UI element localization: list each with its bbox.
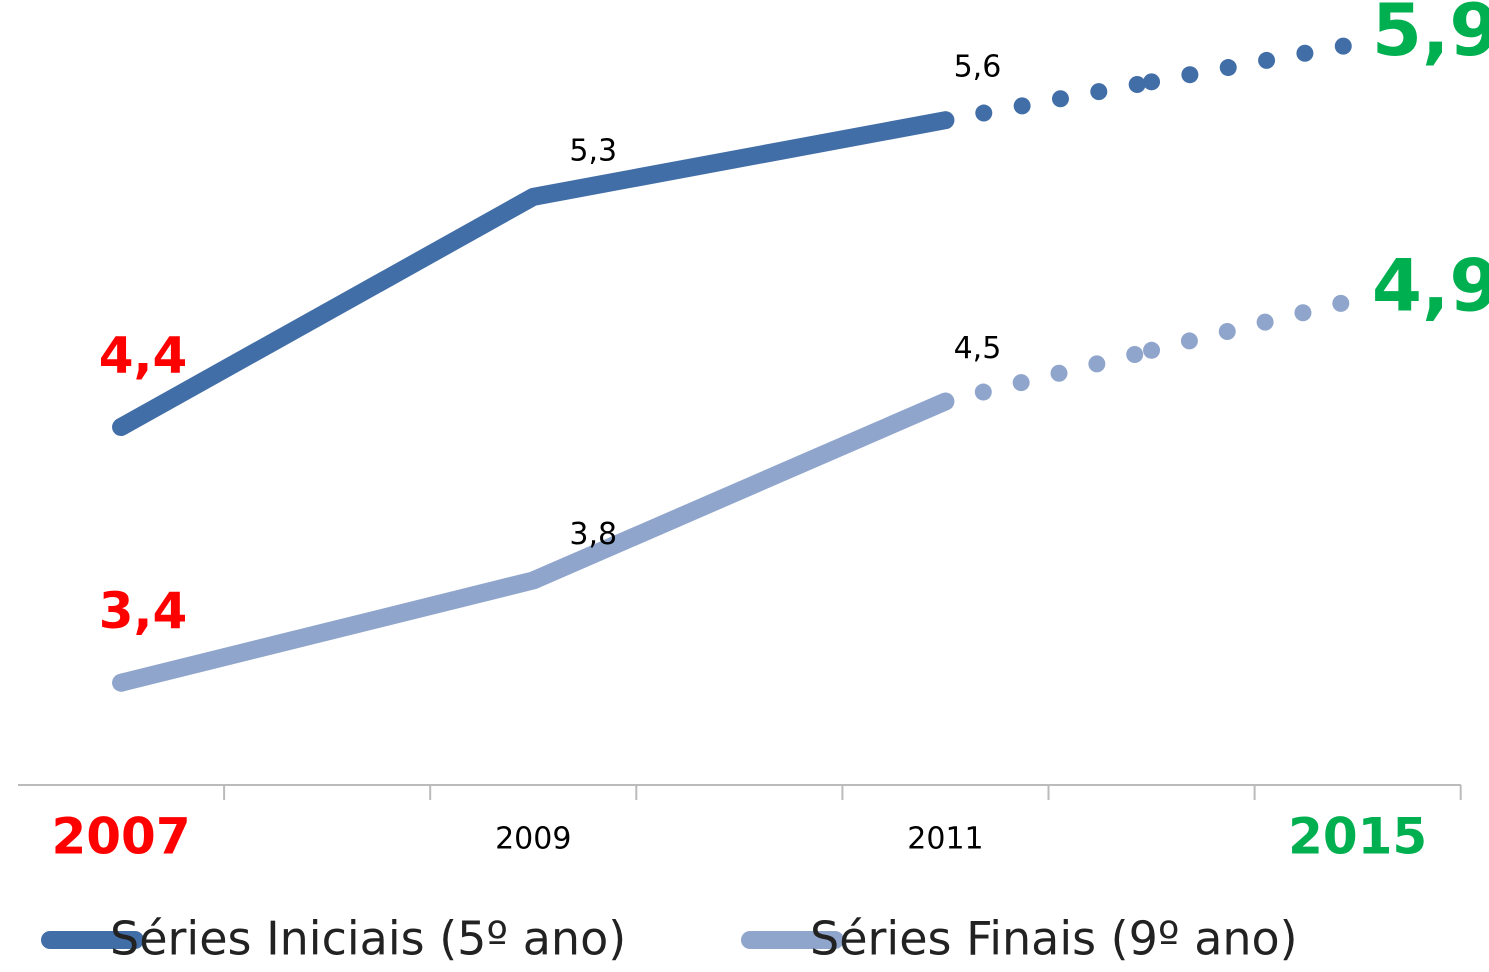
- series-line: [112, 111, 955, 437]
- data-label: 4,5: [954, 331, 1002, 366]
- series-projection: [936, 341, 1161, 410]
- data-label: 5,9: [1372, 0, 1489, 72]
- legend-label: Séries Finais (9º ano): [810, 912, 1298, 966]
- series-projection: [1143, 290, 1367, 359]
- series-projection: [1143, 34, 1367, 91]
- data-label: 3,4: [99, 582, 188, 640]
- series-projection: [936, 73, 1161, 129]
- x-tick-label: 2011: [907, 822, 983, 857]
- data-label: 5,3: [569, 133, 617, 168]
- x-tick-label: 2009: [495, 822, 571, 857]
- data-label: 4,4: [99, 327, 188, 385]
- x-tick-label: 2015: [1288, 808, 1427, 866]
- data-label: 4,9: [1372, 244, 1489, 328]
- series-line: [112, 392, 955, 692]
- x-tick-label: 2007: [51, 808, 190, 866]
- data-label: 3,8: [569, 517, 617, 552]
- legend-label: Séries Iniciais (5º ano): [110, 912, 626, 966]
- data-label: 5,6: [954, 50, 1002, 85]
